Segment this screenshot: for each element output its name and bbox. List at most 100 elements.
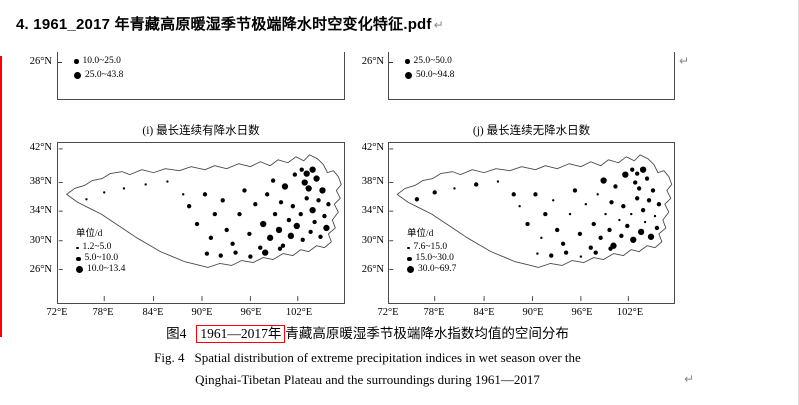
station-dot bbox=[298, 211, 303, 217]
map-j-legend: 单位/d 7.6~15.0 15.0~30.0 30.0~69.7 bbox=[407, 229, 456, 275]
station-dot bbox=[313, 175, 320, 182]
figure-caption-zh-number: 图4 bbox=[166, 326, 187, 341]
legend-dot-large bbox=[76, 266, 83, 274]
lon-tick-label: 90°E bbox=[522, 307, 544, 318]
figure-top-panel-left[interactable]: 10.0~25.0 25.0~43.8 bbox=[57, 52, 345, 100]
station-dot bbox=[323, 224, 330, 232]
station-dot bbox=[552, 199, 555, 202]
station-dot bbox=[533, 192, 538, 197]
legend-range: 25.0~50.0 bbox=[413, 55, 452, 66]
station-dot bbox=[577, 231, 583, 237]
station-dot bbox=[318, 234, 323, 239]
station-dot bbox=[309, 207, 316, 214]
legend-range: 7.6~15.0 bbox=[413, 242, 448, 253]
lat-tick-label: 38°N bbox=[361, 176, 384, 187]
paragraph-mark-icon: ↵ bbox=[684, 372, 695, 386]
lat-tick-label: 42°N bbox=[29, 142, 52, 153]
station-dot bbox=[278, 200, 284, 205]
station-dot bbox=[233, 250, 238, 255]
lat-tick-label: 26°N bbox=[29, 56, 52, 67]
station-dot bbox=[260, 220, 267, 228]
station-dot bbox=[630, 167, 635, 172]
station-dot bbox=[414, 197, 420, 202]
legend-unit-label: 单位/d bbox=[407, 229, 434, 239]
lon-tick-label: 102°E bbox=[285, 307, 313, 318]
station-dot bbox=[186, 204, 192, 209]
station-dot bbox=[432, 190, 437, 195]
station-dot bbox=[230, 241, 235, 246]
station-dot bbox=[474, 182, 479, 187]
figure-top-panel-right[interactable]: 25.0~50.0 50.0~94.8 bbox=[388, 52, 675, 100]
station-dot bbox=[266, 234, 274, 241]
station-dot bbox=[326, 202, 331, 207]
station-dot bbox=[555, 227, 560, 233]
legend-dot-medium bbox=[74, 59, 79, 64]
red-highlight-annotation[interactable]: 1961—2017年 bbox=[196, 325, 286, 343]
station-dot bbox=[622, 171, 629, 178]
station-dot bbox=[588, 245, 593, 250]
station-dot bbox=[453, 187, 456, 190]
map-panel-i[interactable]: 单位/d 1.2~5.0 5.0~10.0 10.0~13.4 bbox=[57, 142, 345, 304]
station-dot bbox=[607, 227, 612, 233]
lat-tick-label: 34°N bbox=[29, 205, 52, 216]
station-dot bbox=[287, 232, 295, 239]
station-dot bbox=[619, 233, 624, 239]
station-dot bbox=[549, 253, 554, 258]
revision-change-bar bbox=[0, 56, 2, 337]
station-dot bbox=[584, 203, 588, 206]
lon-tick-label: 84°E bbox=[142, 307, 164, 318]
station-dot bbox=[122, 187, 126, 190]
lon-tick-label: 96°E bbox=[240, 307, 262, 318]
station-dot bbox=[572, 188, 578, 193]
station-dot bbox=[322, 213, 327, 219]
station-dot bbox=[613, 184, 618, 189]
legend-range: 10.0~13.4 bbox=[87, 264, 126, 275]
station-dot bbox=[609, 200, 614, 205]
top-panel-left-legend: 10.0~25.0 25.0~43.8 bbox=[74, 56, 123, 81]
legend-range: 5.0~10.0 bbox=[84, 253, 119, 264]
legend-dot-medium bbox=[405, 59, 410, 64]
station-dot bbox=[194, 221, 200, 227]
station-dot bbox=[309, 166, 316, 173]
station-dot bbox=[220, 198, 225, 203]
figure-caption-zh: 图4 1961—2017年 青藏高原暖湿季节极端降水指数均值的空间分布 bbox=[0, 322, 735, 343]
station-dot bbox=[299, 167, 304, 172]
lon-tick-label: 96°E bbox=[571, 307, 593, 318]
station-dot bbox=[593, 250, 598, 255]
station-dot bbox=[560, 241, 566, 246]
map-i-legend: 单位/d 1.2~5.0 5.0~10.0 10.0~13.4 bbox=[76, 229, 125, 275]
lon-tick-label: 78°E bbox=[423, 307, 445, 318]
lon-tick-label: 84°E bbox=[473, 307, 495, 318]
legend-range: 25.0~43.8 bbox=[85, 69, 124, 80]
lat-tick-label: 30°N bbox=[29, 235, 52, 246]
legend-range: 10.0~25.0 bbox=[82, 55, 121, 66]
station-dot bbox=[633, 180, 638, 185]
station-dot bbox=[598, 235, 603, 240]
station-dot bbox=[262, 249, 269, 256]
station-dot bbox=[496, 180, 500, 183]
map-i-canvas bbox=[58, 148, 342, 302]
station-dot bbox=[202, 192, 208, 197]
station-dot bbox=[275, 226, 283, 234]
lat-tick-label: 26°N bbox=[29, 264, 52, 275]
station-dot bbox=[253, 202, 258, 207]
station-dot bbox=[265, 192, 270, 197]
map-j-canvas bbox=[389, 148, 673, 302]
station-dot bbox=[608, 246, 613, 251]
station-dot bbox=[639, 166, 647, 173]
lat-tick-label: 30°N bbox=[361, 235, 384, 246]
figure-caption-en-line2: Qinghai-Tibetan Plateau and the surround… bbox=[0, 372, 735, 388]
paragraph-mark-icon: ↵ bbox=[679, 54, 690, 68]
station-dot bbox=[258, 245, 263, 250]
station-dot bbox=[600, 177, 607, 184]
station-dot bbox=[212, 211, 217, 217]
station-dot bbox=[637, 228, 645, 236]
station-dot bbox=[305, 185, 312, 192]
station-dot bbox=[656, 202, 662, 207]
document-heading: 4. 1961_2017 年青藏高原暖湿季节极端降水时空变化特征.pdf ↵ bbox=[16, 13, 444, 34]
station-dot bbox=[604, 212, 607, 216]
station-dot bbox=[208, 235, 214, 240]
station-dot bbox=[540, 236, 543, 239]
map-panel-j[interactable]: 单位/d 7.6~15.0 15.0~30.0 30.0~69.7 bbox=[388, 142, 675, 304]
station-dot bbox=[300, 237, 305, 242]
